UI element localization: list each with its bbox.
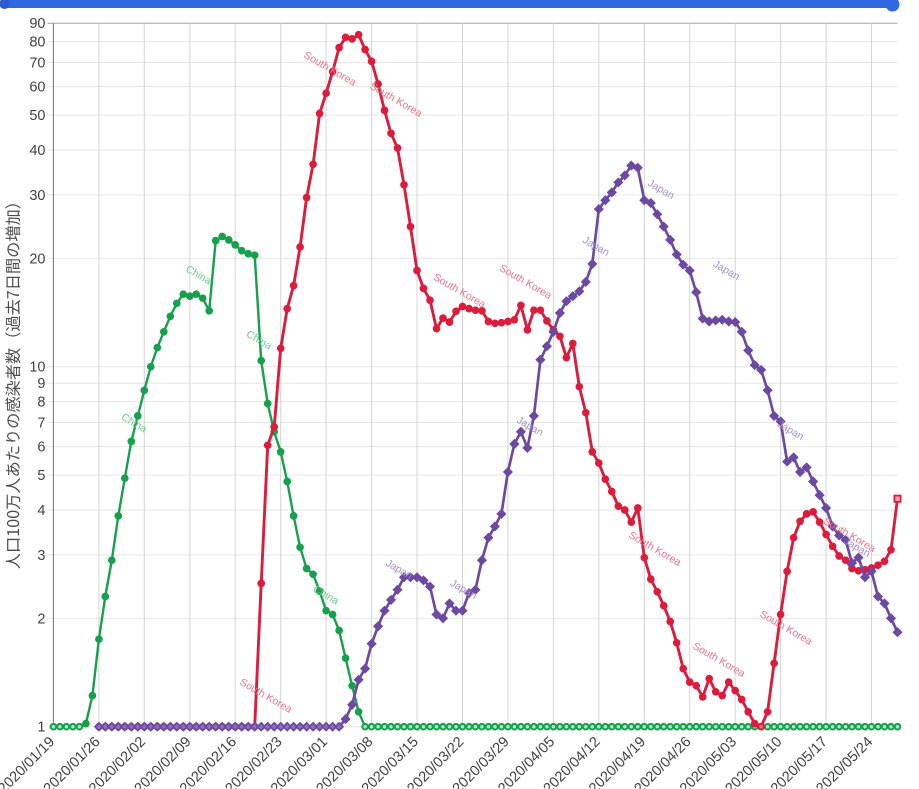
svg-text:2: 2 — [37, 611, 45, 627]
svg-text:90: 90 — [29, 16, 45, 32]
svg-text:30: 30 — [29, 188, 45, 204]
svg-text:4: 4 — [37, 503, 45, 519]
svg-text:1: 1 — [37, 720, 45, 736]
svg-text:70: 70 — [29, 56, 45, 72]
svg-text:8: 8 — [37, 395, 45, 411]
svg-text:20: 20 — [29, 251, 45, 267]
svg-text:40: 40 — [29, 143, 45, 159]
svg-text:3: 3 — [37, 548, 45, 564]
svg-text:7: 7 — [37, 416, 45, 432]
svg-text:5: 5 — [37, 468, 45, 484]
svg-text:60: 60 — [29, 80, 45, 96]
svg-text:80: 80 — [29, 35, 45, 51]
svg-text:9: 9 — [37, 376, 45, 392]
svg-text:6: 6 — [37, 440, 45, 456]
svg-text:10: 10 — [29, 360, 45, 376]
svg-text:50: 50 — [29, 108, 45, 124]
